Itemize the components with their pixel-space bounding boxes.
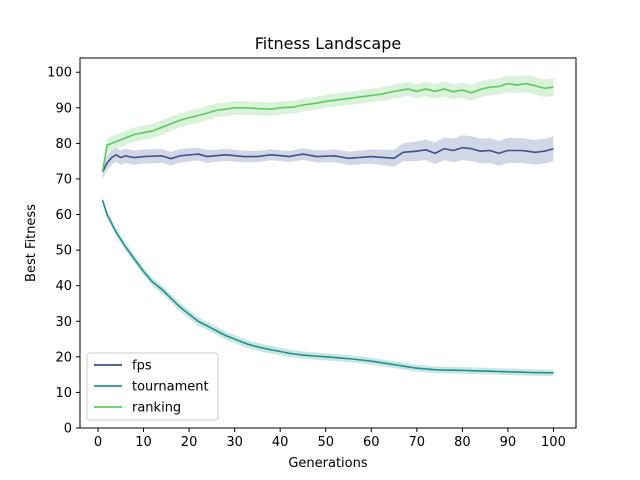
- legend-label-ranking: ranking: [132, 401, 181, 416]
- y-tick-label: 0: [64, 422, 72, 437]
- band-ranking: [102, 75, 554, 179]
- x-tick-label: 40: [272, 435, 289, 450]
- x-tick-label: 100: [541, 435, 566, 450]
- legend: fps tournament ranking: [86, 352, 219, 421]
- legend-box: [86, 352, 219, 421]
- x-tick-label: 0: [94, 435, 102, 450]
- y-tick-label: 90: [55, 101, 72, 116]
- legend-label-tournament: tournament: [132, 380, 209, 395]
- x-axis-ticks: 0 10 20 30 40 50 60 70 80 90 100: [94, 428, 566, 450]
- y-tick-label: 80: [55, 137, 72, 152]
- x-tick-label: 10: [135, 435, 152, 450]
- series-lines: [101, 82, 554, 374]
- band-fps: [102, 135, 554, 179]
- band-tournament: [102, 196, 554, 377]
- x-tick-label: 70: [409, 435, 426, 450]
- x-tick-label: 30: [226, 435, 243, 450]
- y-axis-label: Best Fitness: [24, 204, 39, 282]
- x-tick-label: 20: [181, 435, 198, 450]
- chart-title: Fitness Landscape: [255, 34, 401, 53]
- y-tick-label: 10: [55, 386, 72, 401]
- y-tick-label: 100: [47, 66, 72, 81]
- y-tick-label: 50: [55, 244, 72, 259]
- y-tick-label: 40: [55, 279, 72, 294]
- x-tick-label: 60: [363, 435, 380, 450]
- plot-frame: [79, 57, 577, 429]
- series-line-fps: [101, 146, 554, 173]
- y-tick-label: 60: [55, 208, 72, 223]
- series-line-tournament: [101, 200, 554, 374]
- y-tick-label: 20: [55, 350, 72, 365]
- legend-label-fps: fps: [132, 359, 152, 374]
- x-axis-label: Generations: [288, 456, 368, 471]
- x-tick-label: 50: [317, 435, 334, 450]
- confidence-bands: [102, 75, 554, 377]
- x-tick-label: 90: [500, 435, 517, 450]
- y-axis-ticks: 0 10 20 30 40 50 60 70 80 90 100: [47, 66, 80, 437]
- x-tick-label: 80: [454, 435, 471, 450]
- y-tick-label: 70: [55, 172, 72, 187]
- series-line-ranking: [101, 82, 554, 172]
- y-tick-label: 30: [55, 315, 72, 330]
